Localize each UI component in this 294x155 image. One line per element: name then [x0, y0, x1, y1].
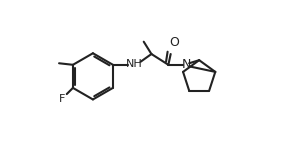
Text: F: F — [59, 94, 65, 104]
Text: O: O — [169, 36, 179, 49]
Text: N: N — [181, 58, 191, 71]
Text: NH: NH — [126, 59, 143, 69]
